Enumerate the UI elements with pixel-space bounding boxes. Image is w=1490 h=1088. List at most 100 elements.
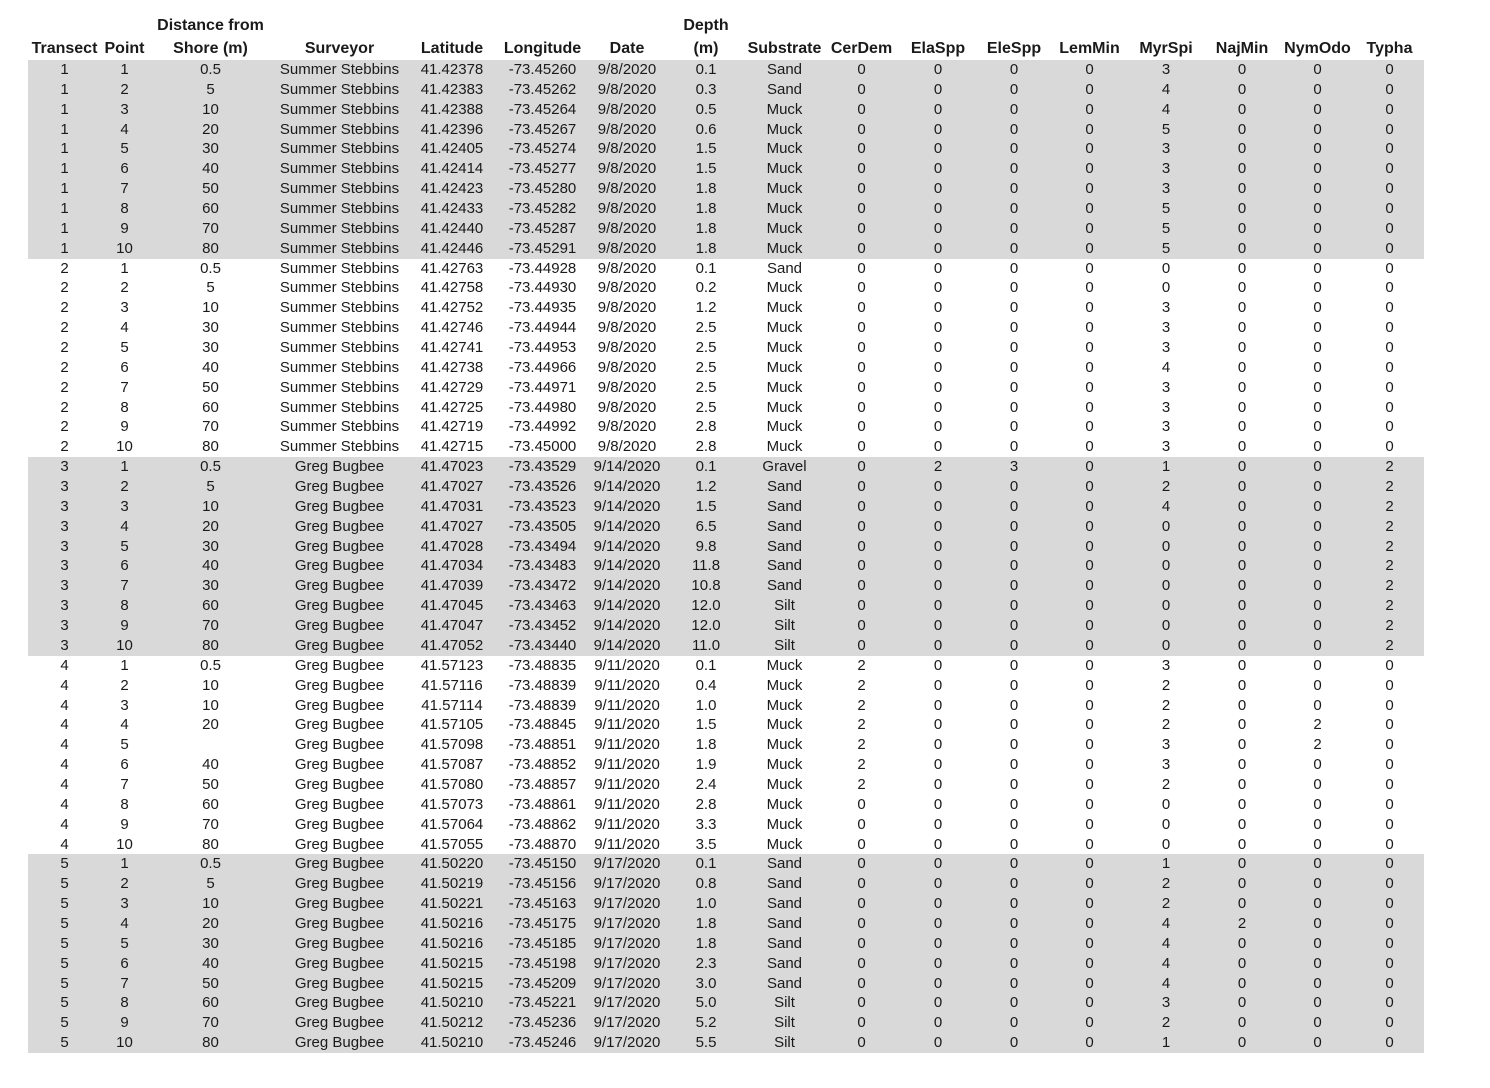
- cell-date: 9/8/2020: [597, 438, 657, 456]
- cell-cerdem: 0: [824, 218, 899, 239]
- cell-surveyor: Summer Stebbins: [273, 199, 406, 219]
- cell-najmin: 0: [1237, 299, 1247, 317]
- cell-nymodo: 0: [1313, 378, 1322, 396]
- cell-date: 9/8/2020: [587, 159, 667, 180]
- cell-substrate: Muck: [766, 736, 803, 754]
- table-row: 4 1 0.5 Greg Bugbee 41.57123 -73.48835 9/11/20…: [28, 656, 1424, 676]
- column-header-myrspi: MyrSpi: [1139, 40, 1193, 57]
- cell-depth: 0.1: [695, 656, 717, 674]
- cell-elespp: 0: [1009, 736, 1019, 754]
- cell-date: 9/14/2020: [587, 635, 667, 656]
- cell-substrate: Sand: [745, 516, 824, 537]
- cell-surveyor: Summer Stebbins: [279, 378, 400, 396]
- cell-latitude: 41.42383: [406, 79, 498, 100]
- table-row: 1 3 10 Summer Stebbins 41.42388 -73.45264 9/8/…: [28, 99, 1424, 120]
- cell-latitude: 41.57080: [420, 775, 484, 793]
- cell-myrspi: 3: [1128, 60, 1204, 80]
- cell-depth: 11.0: [667, 635, 745, 656]
- cell-depth: 1.5: [667, 139, 745, 160]
- cell-elaspp: 0: [933, 358, 943, 376]
- cell-lemmin: 0: [1051, 933, 1128, 954]
- cell-lemmin: 0: [1085, 418, 1094, 436]
- column-header-elaspp-line1: [899, 14, 977, 37]
- cell-najmin: 0: [1204, 159, 1280, 180]
- cell-najmin: 0: [1237, 319, 1247, 337]
- table-row: 5 7 50 Greg Bugbee 41.50215 -73.45209 9/17/202…: [28, 973, 1424, 994]
- cell-latitude: 41.57087: [420, 756, 484, 774]
- cell-elespp: 0: [977, 973, 1051, 994]
- cell-lemmin: 0: [1085, 835, 1094, 853]
- cell-latitude: 41.47031: [406, 496, 498, 517]
- cell-latitude: 41.50219: [406, 874, 498, 895]
- cell-typha: 2: [1355, 556, 1424, 577]
- cell-date: 9/8/2020: [597, 378, 657, 396]
- column-header-elespp: EleSpp: [986, 40, 1042, 57]
- cell-typha: 2: [1355, 477, 1424, 497]
- cell-substrate: Sand: [745, 953, 824, 974]
- cell-cerdem: 0: [824, 635, 899, 656]
- cell-nymodo: 0: [1280, 854, 1355, 875]
- cell-typha: 0: [1355, 1033, 1424, 1053]
- cell-myrspi: 2: [1161, 775, 1171, 793]
- cell-point: 5: [101, 139, 148, 160]
- cell-lemmin: 0: [1051, 60, 1128, 80]
- cell-transect: 2: [60, 378, 69, 396]
- cell-elespp: 0: [1009, 438, 1019, 456]
- cell-cerdem: 0: [824, 536, 899, 557]
- cell-transect: 4: [60, 795, 69, 813]
- cell-najmin: 0: [1237, 438, 1247, 456]
- cell-date: 9/11/2020: [594, 676, 660, 694]
- cell-point: 9: [120, 815, 129, 833]
- cell-elespp: 0: [1009, 676, 1019, 694]
- cell-point: 7: [101, 576, 148, 597]
- cell-nymodo: 0: [1280, 635, 1355, 656]
- cell-latitude: 41.42423: [406, 179, 498, 200]
- cell-transect: 2: [60, 319, 69, 337]
- cell-point: 7: [101, 973, 148, 994]
- cell-najmin: 0: [1204, 79, 1280, 100]
- cell-point: 8: [120, 795, 129, 813]
- cell-point: 1: [120, 259, 129, 277]
- cell-depth: 2.8: [695, 418, 717, 436]
- cell-typha: 0: [1385, 756, 1394, 774]
- cell-surveyor: Greg Bugbee: [294, 756, 385, 774]
- cell-longitude: -73.43523: [498, 496, 587, 517]
- cell-transect: 1: [28, 159, 101, 180]
- column-header-distance-from-shore: Shore (m): [173, 40, 248, 57]
- cell-surveyor: Greg Bugbee: [294, 656, 385, 674]
- cell-distance-from-shore: 80: [202, 438, 219, 456]
- cell-typha: 2: [1355, 496, 1424, 517]
- cell-surveyor: Summer Stebbins: [279, 299, 400, 317]
- cell-lemmin: 0: [1085, 795, 1094, 813]
- cell-cerdem: 2: [857, 756, 866, 774]
- cell-najmin: 0: [1204, 874, 1280, 895]
- cell-surveyor: Greg Bugbee: [273, 993, 406, 1014]
- cell-nymodo: 0: [1280, 477, 1355, 497]
- table-row: 1 8 60 Summer Stebbins 41.42433 -73.45282 9/8/…: [28, 199, 1424, 219]
- cell-lemmin: 0: [1085, 279, 1094, 297]
- cell-longitude: -73.48870: [508, 835, 577, 853]
- cell-cerdem: 0: [824, 496, 899, 517]
- cell-lemmin: 0: [1051, 536, 1128, 557]
- column-header-cerdem-line1: [824, 14, 899, 37]
- cell-myrspi: 3: [1161, 418, 1171, 436]
- cell-myrspi: 4: [1128, 973, 1204, 994]
- cell-depth: 1.0: [695, 696, 717, 714]
- cell-myrspi: 5: [1128, 218, 1204, 239]
- cell-najmin: 0: [1204, 953, 1280, 974]
- cell-lemmin: 0: [1085, 259, 1094, 277]
- cell-substrate: Muck: [766, 358, 803, 376]
- cell-distance-from-shore: 30: [148, 536, 273, 557]
- cell-cerdem: 2: [857, 736, 866, 754]
- cell-surveyor: Greg Bugbee: [273, 913, 406, 934]
- cell-distance-from-shore: 80: [148, 238, 273, 259]
- cell-nymodo: 0: [1280, 616, 1355, 636]
- cell-elaspp: 0: [899, 79, 977, 100]
- cell-transect: 2: [60, 299, 69, 317]
- cell-elaspp: 0: [933, 775, 943, 793]
- cell-najmin: 0: [1237, 259, 1247, 277]
- cell-surveyor: Greg Bugbee: [273, 973, 406, 994]
- table-row: 4 7 50 Greg Bugbee 41.57080 -73.48857 9/11/202…: [28, 775, 1424, 795]
- cell-substrate: Silt: [745, 635, 824, 656]
- cell-longitude: -73.45260: [498, 60, 587, 80]
